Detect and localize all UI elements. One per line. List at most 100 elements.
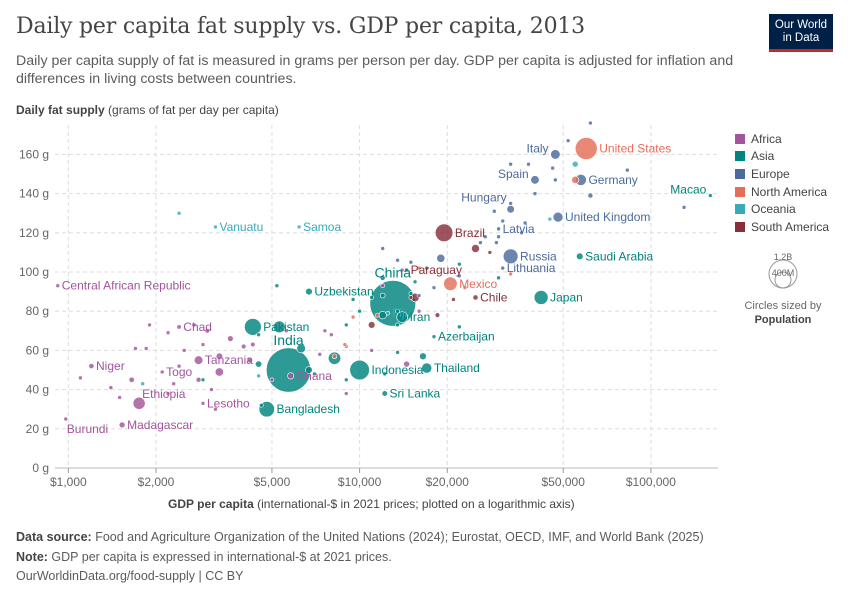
- data-point-lesotho: [200, 401, 206, 406]
- data-point-mexico: [443, 276, 458, 291]
- source-text: Food and Agriculture Organization of the…: [91, 530, 704, 544]
- data-point: [209, 387, 214, 392]
- data-point: [379, 275, 386, 281]
- data-point-vanuatu: [213, 224, 218, 230]
- data-point-fiji: [385, 310, 391, 316]
- legend-swatch: [735, 168, 745, 179]
- data-label-pakistan: Pakistan: [263, 320, 309, 334]
- data-point-chile: [472, 294, 479, 301]
- data-label-paraguay: Paraguay: [411, 263, 462, 277]
- data-label-latvia: Latvia: [503, 222, 535, 236]
- data-label-macao: Macao: [670, 183, 706, 197]
- legend-item-europe[interactable]: Europe: [735, 165, 829, 183]
- legend-swatch: [735, 204, 745, 215]
- data-point: [255, 360, 263, 368]
- data-point: [457, 324, 462, 330]
- data-point-niger: [88, 363, 95, 370]
- data-label-china: China: [374, 264, 411, 280]
- data-point: [408, 291, 414, 296]
- data-point: [482, 234, 488, 240]
- data-point: [140, 381, 145, 387]
- data-label-tanzania: Tanzania: [205, 353, 253, 367]
- data-point: [547, 216, 553, 222]
- data-point-samoa: [296, 224, 302, 230]
- footer-link[interactable]: OurWorldinData.org/food-supply | CC BY: [16, 569, 244, 583]
- data-point-japan: [533, 290, 549, 305]
- legend-label: Oceania: [751, 202, 796, 217]
- data-label-iran: Iran: [410, 310, 431, 324]
- data-point-united-kingdom: [552, 211, 564, 223]
- legend-label: North America: [751, 184, 828, 199]
- data-point: [457, 261, 462, 267]
- legend-item-north-america[interactable]: North America: [735, 183, 829, 201]
- data-point: [419, 352, 427, 361]
- y-axis-title-bold: Daily fat supply: [16, 103, 105, 117]
- data-label-indonesia: Indonesia: [371, 363, 423, 377]
- data-point: [176, 363, 182, 369]
- data-point: [550, 165, 555, 171]
- data-point: [506, 205, 515, 214]
- source-line: Data source: Food and Agriculture Organi…: [16, 528, 704, 548]
- data-point: [200, 377, 206, 383]
- data-point: [128, 376, 135, 383]
- gridlines: [55, 125, 718, 469]
- data-point: [434, 312, 441, 318]
- data-label-italy: Italy: [527, 141, 549, 155]
- data-point-hungary: [508, 201, 513, 206]
- data-point-tanzania: [193, 355, 204, 365]
- data-point: [213, 406, 218, 412]
- data-point: [246, 357, 253, 364]
- data-point: [273, 320, 286, 334]
- legend-item-south-america[interactable]: South America: [735, 218, 829, 236]
- data-point: [451, 297, 456, 302]
- legend-item-asia[interactable]: Asia: [735, 148, 829, 166]
- data-point: [214, 367, 224, 377]
- data-point: [204, 328, 210, 334]
- data-point-burundi: [63, 416, 69, 422]
- logo-line-1: Our World: [774, 19, 828, 31]
- data-point: [331, 353, 338, 359]
- data-point-chad: [176, 324, 182, 330]
- data-point: [408, 259, 414, 265]
- data-label-russia: Russia: [520, 249, 557, 263]
- data-point-thailand: [421, 362, 433, 374]
- x-tick-label: $50,000: [541, 475, 585, 489]
- data-label-burundi: Burundi: [67, 422, 108, 436]
- data-point: [522, 220, 528, 226]
- data-point: [424, 265, 430, 271]
- data-point: [369, 295, 374, 300]
- data-point: [416, 293, 422, 298]
- chart-title: Daily per capita fat supply vs. GDP per …: [16, 14, 585, 39]
- data-point: [343, 391, 349, 396]
- data-point: [108, 385, 114, 390]
- data-point: [587, 192, 594, 199]
- data-label-thailand: Thailand: [434, 361, 480, 375]
- data-point: [571, 175, 580, 184]
- y-axis-title: Daily fat supply (grams of fat per day p…: [16, 103, 279, 117]
- data-point-macao: [708, 193, 713, 198]
- data-point-togo: [159, 369, 165, 375]
- data-point-italy: [550, 149, 561, 160]
- owid-logo[interactable]: Our World in Data: [769, 14, 833, 52]
- legend-swatch: [735, 186, 745, 197]
- data-label-united-kingdom: United Kingdom: [565, 210, 650, 224]
- legend-label: Asia: [751, 149, 775, 164]
- data-point: [191, 322, 197, 328]
- data-point-russia: [502, 248, 519, 265]
- data-point: [496, 275, 501, 281]
- data-labels: United States Italy Germany Spain Macao Hunga…: [62, 141, 707, 436]
- note-line: Note: GDP per capita is expressed in int…: [16, 548, 704, 568]
- y-tick-label: 20 g: [26, 422, 49, 436]
- data-point: [395, 308, 400, 314]
- data-label-ghana: Ghana: [296, 369, 332, 383]
- data-point: [117, 395, 122, 400]
- size-legend: 1.2B 400M Circles sized by Population: [737, 250, 829, 327]
- data-point: [526, 161, 531, 167]
- size-legend-circles: 1.2B 400M: [768, 252, 798, 289]
- y-tick-label: 0 g: [32, 461, 49, 475]
- legend-item-oceania[interactable]: Oceania: [735, 200, 829, 218]
- x-tick-label: $5,000: [254, 475, 291, 489]
- legend-item-africa[interactable]: Africa: [735, 130, 829, 148]
- data-point: [553, 177, 558, 183]
